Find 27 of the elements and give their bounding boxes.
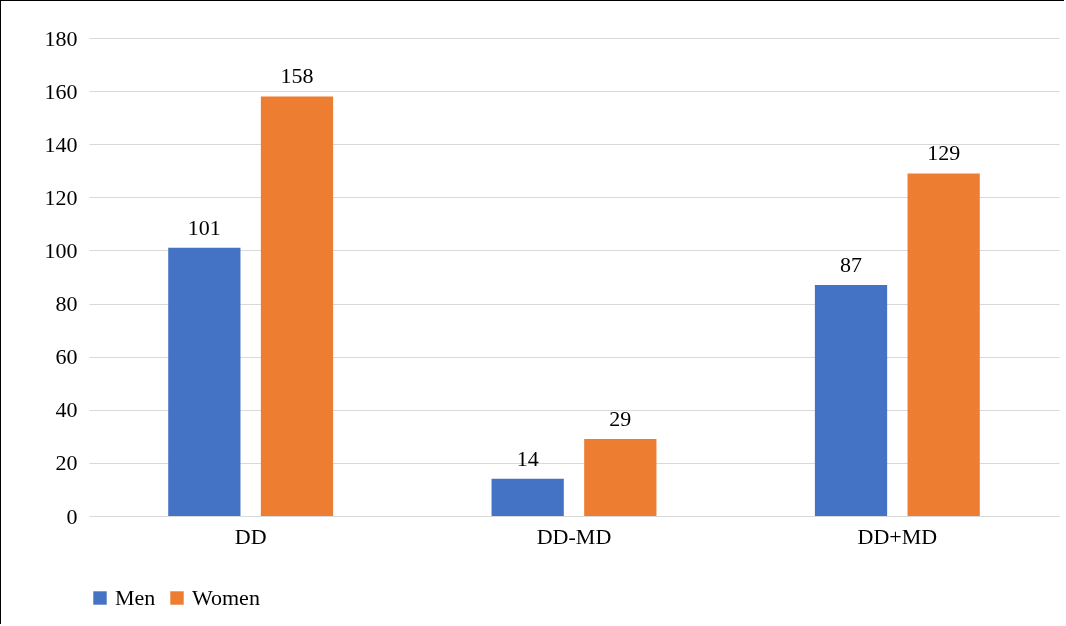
data-label: 29: [609, 405, 632, 431]
y-tick-label: 160: [44, 78, 78, 104]
x-tick-label: DD-MD: [536, 523, 612, 549]
bar: [260, 96, 334, 516]
data-label: 101: [187, 214, 221, 240]
data-label: 14: [516, 445, 539, 471]
y-tick-label: 180: [44, 25, 78, 51]
bar: [491, 478, 564, 516]
legend-label: Men: [115, 585, 156, 610]
bar: [584, 438, 657, 516]
y-tick-label: 120: [44, 184, 78, 210]
y-tick-label: 0: [66, 503, 78, 529]
y-tick-label: 60: [55, 344, 78, 370]
data-label: 87: [840, 251, 863, 277]
x-tick-label: DD+MD: [857, 523, 938, 549]
y-tick-label: 20: [55, 450, 78, 476]
data-label: 129: [927, 140, 961, 166]
bar: [814, 284, 888, 516]
y-tick-label: 40: [55, 397, 78, 423]
legend-label: Women: [192, 585, 260, 610]
data-label: 158: [280, 63, 314, 89]
y-tick-label: 80: [55, 291, 78, 317]
y-tick-label: 100: [44, 237, 78, 263]
x-tick-label: DD: [234, 523, 267, 549]
bar: [168, 247, 241, 516]
y-tick-label: 140: [44, 131, 78, 157]
bar: [907, 173, 980, 516]
